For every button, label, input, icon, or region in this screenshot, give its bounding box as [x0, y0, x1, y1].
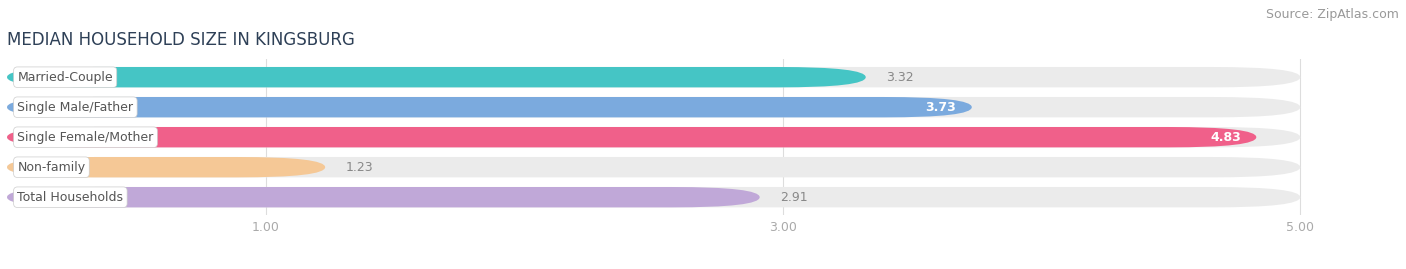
Text: 1.23: 1.23: [346, 161, 374, 174]
FancyBboxPatch shape: [7, 127, 1301, 147]
FancyBboxPatch shape: [7, 157, 1301, 177]
Text: 3.32: 3.32: [886, 71, 914, 84]
FancyBboxPatch shape: [7, 97, 1301, 117]
FancyBboxPatch shape: [7, 187, 759, 207]
Text: 2.91: 2.91: [780, 191, 808, 204]
Text: MEDIAN HOUSEHOLD SIZE IN KINGSBURG: MEDIAN HOUSEHOLD SIZE IN KINGSBURG: [7, 31, 354, 49]
Text: Source: ZipAtlas.com: Source: ZipAtlas.com: [1265, 8, 1399, 21]
Text: Single Female/Mother: Single Female/Mother: [17, 131, 153, 144]
Text: Married-Couple: Married-Couple: [17, 71, 112, 84]
Text: Single Male/Father: Single Male/Father: [17, 101, 134, 114]
FancyBboxPatch shape: [7, 67, 1301, 87]
Text: Non-family: Non-family: [17, 161, 86, 174]
FancyBboxPatch shape: [7, 67, 866, 87]
FancyBboxPatch shape: [7, 157, 325, 177]
FancyBboxPatch shape: [7, 97, 972, 117]
Text: 3.73: 3.73: [925, 101, 956, 114]
FancyBboxPatch shape: [7, 127, 1257, 147]
Text: 4.83: 4.83: [1211, 131, 1241, 144]
FancyBboxPatch shape: [7, 187, 1301, 207]
Text: Total Households: Total Households: [17, 191, 124, 204]
